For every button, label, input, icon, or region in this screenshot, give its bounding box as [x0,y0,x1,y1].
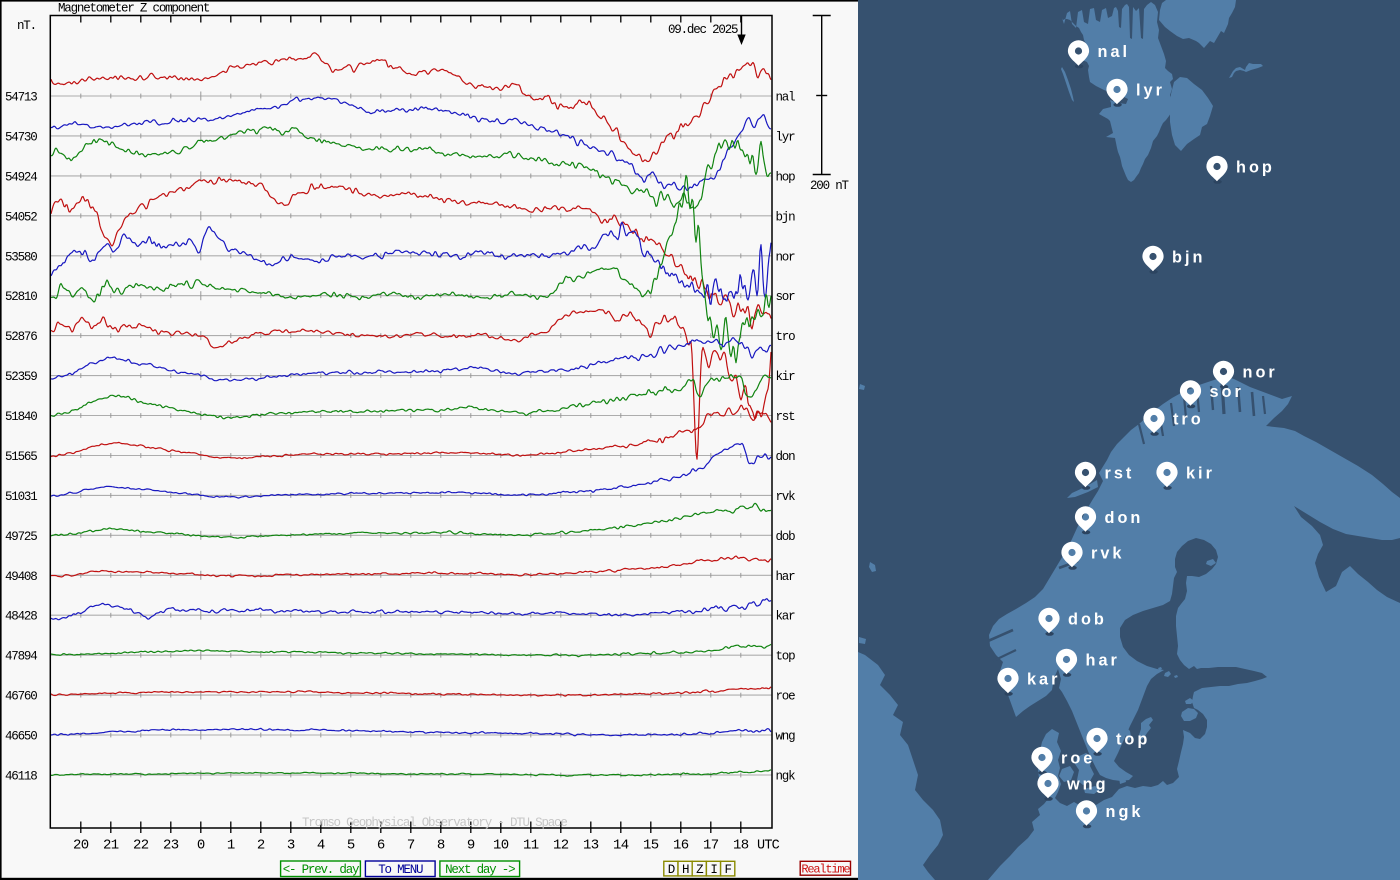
svg-text:20: 20 [73,838,89,854]
svg-text:0: 0 [197,838,205,854]
svg-text:roe: roe [1061,750,1095,768]
svg-text:4: 4 [317,838,325,854]
svg-text:rvk: rvk [776,490,796,504]
svg-text:16: 16 [673,838,689,854]
svg-text:H: H [682,863,689,877]
svg-text:12: 12 [553,838,569,854]
svg-text:9: 9 [467,838,475,854]
svg-text:rst: rst [1105,465,1135,483]
svg-text:rvk: rvk [1091,545,1124,563]
svg-text:21: 21 [103,838,119,854]
svg-text:Magnetometer Z component: Magnetometer Z component [58,2,210,16]
svg-text:roe: roe [776,690,796,704]
svg-text:46118: 46118 [5,769,37,783]
svg-text:bjn: bjn [776,210,796,224]
svg-text:ngk: ngk [1106,803,1144,821]
svg-text:Tromso Geophysical Observatory: Tromso Geophysical Observatory - DTU Spa… [302,816,567,830]
svg-text:46650: 46650 [5,730,37,744]
svg-text:15: 15 [643,838,659,854]
svg-text:I: I [710,863,717,877]
svg-text:54924: 54924 [5,170,37,184]
svg-text:UTC: UTC [757,839,780,854]
svg-text:54052: 54052 [5,210,37,224]
svg-text:Next day ->: Next day -> [445,863,515,877]
svg-text:52876: 52876 [5,330,37,344]
svg-text:dob: dob [1068,611,1107,629]
svg-text:ngk: ngk [776,769,796,783]
svg-text:Z: Z [696,863,704,877]
svg-text:don: don [776,450,796,464]
svg-text:48428: 48428 [5,610,37,624]
svg-text:wng: wng [776,730,796,744]
svg-text:top: top [776,650,796,664]
svg-text:5: 5 [347,838,355,854]
svg-text:kar: kar [1027,671,1060,689]
svg-text:7: 7 [407,838,415,854]
svg-text:Realtime: Realtime [801,862,850,876]
svg-text:49725: 49725 [5,530,37,544]
svg-text:47894: 47894 [5,650,37,664]
svg-text:54730: 54730 [5,130,37,144]
svg-text:nor: nor [1243,364,1278,382]
svg-text:nT.: nT. [17,19,36,33]
svg-text:14: 14 [613,838,629,854]
svg-text:nal: nal [1098,43,1131,61]
svg-text:<- Prev. day: <- Prev. day [283,863,360,877]
svg-text:top: top [1116,731,1150,749]
svg-text:hop: hop [776,170,796,184]
svg-text:22: 22 [133,838,149,854]
svg-text:To MENU: To MENU [378,863,423,877]
svg-text:rst: rst [776,410,796,424]
svg-text:sor: sor [776,290,796,304]
svg-text:dob: dob [776,530,796,544]
svg-text:11: 11 [523,838,539,854]
svg-text:kar: kar [776,610,796,624]
svg-text:tro: tro [1173,411,1204,429]
svg-text:hop: hop [1236,159,1275,177]
svg-text:51031: 51031 [5,490,37,504]
svg-text:lyr: lyr [1136,82,1165,100]
svg-text:tro: tro [776,330,796,344]
svg-text:13: 13 [583,838,599,854]
svg-text:sor: sor [1210,383,1244,401]
svg-text:200 nT: 200 nT [810,179,850,193]
svg-text:har: har [1086,652,1120,670]
svg-text:lyr: lyr [776,130,796,144]
svg-text:bjn: bjn [1172,249,1205,267]
svg-text:51565: 51565 [5,450,37,464]
svg-text:nor: nor [776,250,796,264]
svg-text:52359: 52359 [5,370,37,384]
svg-text:1: 1 [227,838,235,854]
svg-text:49408: 49408 [5,570,37,584]
svg-text:kir: kir [1186,465,1215,483]
svg-text:18: 18 [733,838,749,854]
svg-text:46760: 46760 [5,690,37,704]
svg-text:nal: nal [776,91,796,105]
svg-text:17: 17 [703,838,719,854]
svg-text:wng: wng [1066,776,1109,794]
svg-text:8: 8 [437,838,445,854]
svg-text:F: F [725,863,732,877]
svg-text:3: 3 [287,838,295,854]
svg-text:51840: 51840 [5,410,37,424]
svg-text:54713: 54713 [5,91,37,105]
svg-text:6: 6 [377,838,385,854]
svg-text:don: don [1105,509,1144,527]
svg-text:10: 10 [493,838,509,854]
svg-text:09.dec 2025: 09.dec 2025 [668,23,738,37]
svg-text:D: D [668,863,675,877]
svg-text:52810: 52810 [5,290,37,304]
svg-text:kir: kir [776,370,796,384]
svg-text:23: 23 [163,838,179,854]
svg-text:har: har [776,570,796,584]
svg-text:2: 2 [257,838,265,854]
svg-text:53580: 53580 [5,250,37,264]
